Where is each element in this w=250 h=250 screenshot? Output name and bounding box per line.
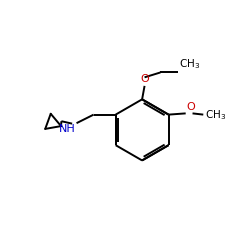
Text: O: O: [187, 102, 196, 112]
Text: O: O: [140, 74, 149, 84]
Text: NH: NH: [58, 124, 75, 134]
Text: CH$_3$: CH$_3$: [179, 58, 200, 71]
Text: CH$_3$: CH$_3$: [204, 108, 226, 122]
